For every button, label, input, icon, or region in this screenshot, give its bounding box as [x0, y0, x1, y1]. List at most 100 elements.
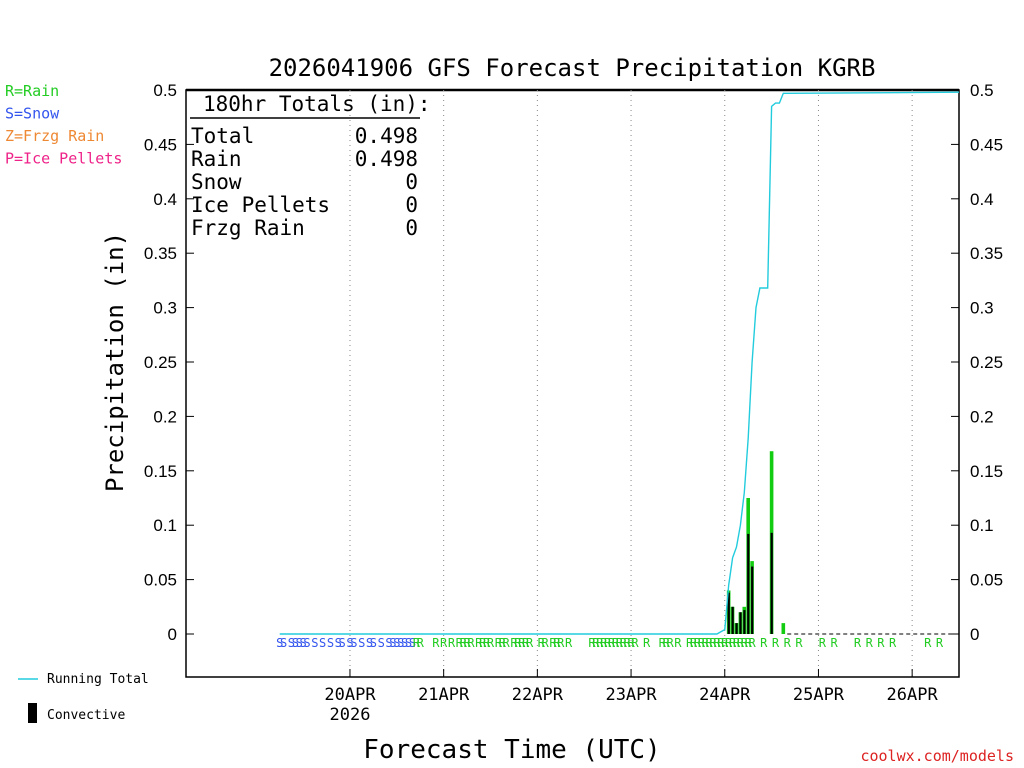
ptype-mark: R	[448, 636, 456, 650]
ptype-mark: S	[397, 636, 404, 650]
y-tick-label-left: 0.05	[144, 571, 177, 590]
ptype-mark: S	[319, 636, 326, 650]
ptype-mark: R	[616, 636, 624, 650]
ptype-mark: R	[503, 636, 511, 650]
y-tick-label-right: 0	[970, 625, 979, 644]
totals-row-value: 0	[405, 170, 418, 194]
ptype-mark: R	[463, 636, 471, 650]
ptype-mark: R	[784, 636, 792, 650]
y-tick-label-left: 0.1	[153, 516, 177, 535]
totals-box: 180hr Totals (in): Total 0.498 Rain 0.498 Sn…	[190, 92, 431, 240]
ptype-legend-item: R=Rain	[5, 82, 59, 100]
ptype-mark: R	[741, 636, 749, 650]
ptype-mark: S	[346, 636, 353, 650]
ptype-mark: R	[889, 636, 897, 650]
ptype-mark: R	[795, 636, 803, 650]
ptype-mark: R	[733, 636, 741, 650]
ptype-mark: R	[729, 636, 737, 650]
ptype-mark: R	[499, 636, 507, 650]
ptype-mark: R	[596, 636, 604, 650]
convective-bar	[727, 592, 730, 634]
ptype-mark: R	[526, 636, 534, 650]
totals-row-label: Rain	[191, 147, 242, 171]
ptype-mark: R	[819, 636, 827, 650]
ptype-mark: R	[522, 636, 530, 650]
y-tick-label-right: 0.05	[970, 571, 1003, 590]
ptype-mark: S	[327, 636, 334, 650]
convective-bar	[751, 566, 754, 634]
ptype-mark: R	[706, 636, 714, 650]
ptype-mark: S	[366, 636, 373, 650]
ptype-mark: R	[725, 636, 733, 650]
convective-bar	[743, 610, 746, 634]
ptype-mark: S	[409, 636, 416, 650]
totals-header: 180hr Totals (in):	[203, 92, 431, 116]
ptype-mark: R	[538, 636, 546, 650]
y-tick-label-right: 0.25	[970, 353, 1003, 372]
grid-lines	[349, 90, 959, 677]
ptype-mark: R	[745, 636, 753, 650]
ptype-mark: R	[440, 636, 448, 650]
ptype-mark: R	[717, 636, 725, 650]
ptype-mark: R	[624, 636, 632, 650]
ptype-mark: R	[772, 636, 780, 650]
ptype-mark: R	[674, 636, 682, 650]
y-tick-label-right: 0.35	[970, 244, 1003, 263]
totals-row-value: 0	[405, 216, 418, 240]
ptype-mark: R	[604, 636, 612, 650]
x-tick-label: 24APR	[699, 685, 751, 705]
convective-legend-label: Convective	[47, 708, 125, 723]
ptype-mark: S	[311, 636, 318, 650]
ptype-mark: R	[690, 636, 698, 650]
ptype-mark: S	[393, 636, 400, 650]
ptype-mark: S	[296, 636, 303, 650]
ptype-mark: S	[358, 636, 365, 650]
y-tick-label-left: 0.5	[153, 81, 177, 100]
ptype-mark: R	[627, 636, 635, 650]
ptype-mark: R	[553, 636, 561, 650]
ptype-mark: S	[405, 636, 412, 650]
ptype-mark: R	[487, 636, 495, 650]
ptype-mark: R	[518, 636, 526, 650]
totals-row-label: Snow	[191, 170, 242, 194]
ptype-mark: S	[292, 636, 299, 650]
totals-rows: Total 0.498 Rain 0.498 Snow 0 Ice Pellets 0 Frzg…	[191, 124, 418, 240]
ptype-mark: R	[542, 636, 550, 650]
ptype-mark: R	[694, 636, 702, 650]
ptype-mark: R	[686, 636, 694, 650]
ptype-mark: R	[588, 636, 596, 650]
ptype-mark: S	[335, 636, 342, 650]
ptype-mark: S	[276, 636, 283, 650]
ptype-mark: R	[748, 636, 756, 650]
x-tick-label: 26APR	[887, 685, 939, 705]
y-axis-label: Precipitation (in)	[101, 232, 129, 492]
y-axis-ticks: 0 00.05 0.050.1 0.10.15 0.150.2 0.20.25 0.250.…	[144, 81, 1003, 644]
ptype-mark: R	[600, 636, 608, 650]
y-tick-label-left: 0.4	[153, 190, 177, 209]
ptype-mark: S	[339, 636, 346, 650]
y-tick-label-right: 0.5	[970, 81, 994, 100]
convective-bar	[770, 532, 773, 634]
y-tick-label-right: 0.4	[970, 190, 994, 209]
y-tick-label-left: 0.35	[144, 244, 177, 263]
totals-row-label: Ice Pellets	[191, 193, 330, 217]
ptype-mark: R	[709, 636, 717, 650]
running-total-line	[279, 91, 960, 635]
ptype-mark: R	[432, 636, 440, 650]
y-tick-label-left: 0.45	[144, 135, 177, 154]
ptype-legend-item: P=Ice Pellets	[5, 150, 122, 168]
x-axis-label: Forecast Time (UTC)	[363, 735, 660, 765]
ptype-mark: R	[456, 636, 464, 650]
y-tick-label-right: 0.1	[970, 516, 994, 535]
ptype-mark: R	[479, 636, 487, 650]
y-tick-label-left: 0.25	[144, 353, 177, 372]
ptype-mark: R	[721, 636, 729, 650]
x-tick-label: 25APR	[793, 685, 845, 705]
x-tick-label: 21APR	[418, 685, 470, 705]
ptype-mark: R	[475, 636, 483, 650]
convective-bar	[735, 623, 738, 634]
totals-row-value: 0.498	[355, 147, 418, 171]
ptype-legend: R=Rain S=Snow Z=Frzg Rain P=Ice Pellets	[5, 82, 122, 168]
